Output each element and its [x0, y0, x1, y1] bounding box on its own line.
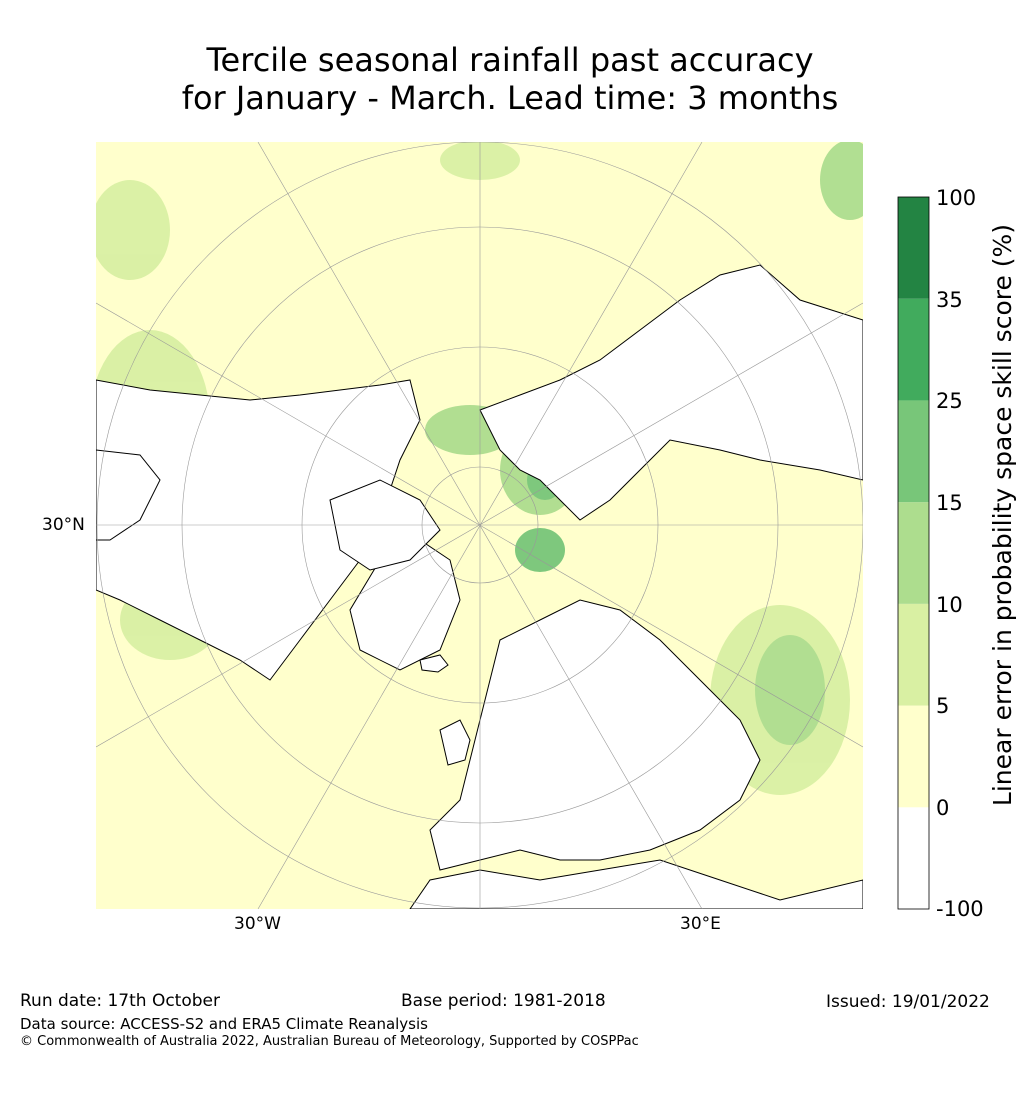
run-date: Run date: 17th October — [20, 991, 220, 1011]
land-europe — [429, 599, 761, 871]
map-title-line-1: Tercile seasonal rainfall past accuracy — [206, 41, 814, 79]
land-iceland — [419, 654, 449, 673]
colorbar-segment — [898, 400, 929, 503]
land-siberia — [479, 264, 863, 521]
skill-patch-west — [96, 180, 170, 280]
land-britain — [439, 719, 471, 766]
issued-date: Issued: 19/01/2022 — [826, 992, 990, 1012]
colorbar-tick: 0 — [936, 796, 950, 820]
colorbar-tick: 5 — [936, 694, 950, 718]
colorbar-tick: 15 — [936, 491, 963, 515]
base-period: Base period: 1981-2018 — [401, 991, 606, 1011]
colorbar-segment — [898, 603, 929, 706]
colorbar-tick: 35 — [936, 288, 963, 312]
skill-patch-central-asia-core — [755, 635, 825, 745]
colorbar-segment — [898, 807, 929, 909]
map-title-line-2: for January - March. Lead time: 3 months — [181, 79, 839, 117]
colorbar-tick: 25 — [936, 389, 963, 413]
lon-label-30e: 30°E — [680, 914, 721, 934]
skill-patch-arctic — [515, 528, 565, 572]
colorbar-segment — [898, 197, 929, 299]
colorbar-tick: 10 — [936, 593, 963, 617]
colorbar-segment — [898, 298, 929, 401]
lon-label-30w: 30°W — [234, 914, 281, 934]
colorbar-tick: 100 — [936, 186, 977, 210]
lat-label-30n: 30°N — [42, 515, 85, 535]
land-alaska-east — [96, 449, 161, 541]
land-areas — [96, 264, 863, 909]
colorbar-tick: -100 — [936, 897, 984, 921]
colorbar-frame — [897, 196, 930, 910]
copyright: © Commonwealth of Australia 2022, Austra… — [20, 1034, 639, 1049]
graticule — [96, 142, 863, 909]
data-source: Data source: ACCESS-S2 and ERA5 Climate … — [20, 1015, 428, 1033]
colorbar-title: Linear error in probability space skill … — [988, 223, 1017, 807]
colorbar — [897, 196, 930, 910]
colorbar-segment — [898, 502, 929, 604]
land-north-africa — [409, 859, 863, 909]
land-greenland — [349, 539, 461, 671]
skill-patch-ne-corner — [820, 142, 863, 220]
colorbar-segment — [898, 705, 929, 808]
